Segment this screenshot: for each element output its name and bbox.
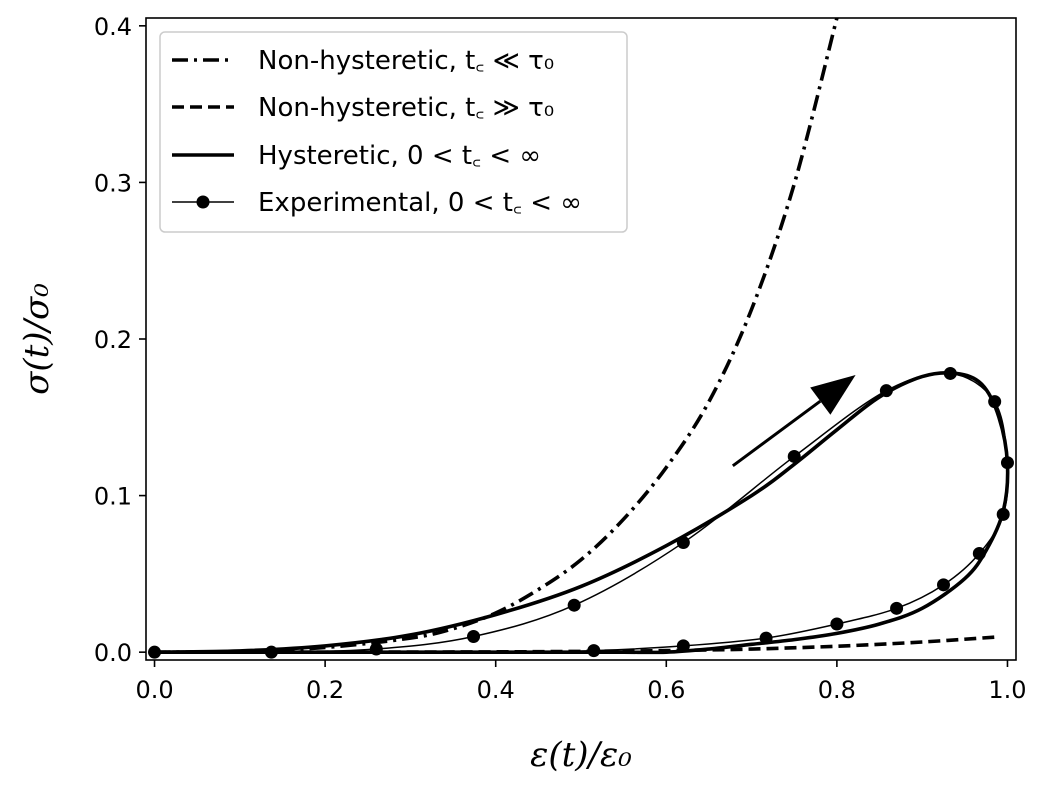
experimental-marker — [369, 642, 383, 656]
experimental-marker — [467, 630, 481, 644]
experimental-marker — [937, 578, 950, 592]
legend-label-dashed: Non-hysteretic, t꜀ ≫ τ₀ — [258, 93, 554, 123]
experimental-marker — [587, 644, 601, 658]
experimental-marker — [890, 601, 904, 615]
experimental-marker — [787, 449, 801, 463]
x-tick-label: 0.2 — [306, 676, 344, 704]
y-tick-label: 0.3 — [94, 169, 132, 197]
y-tick-label: 0.2 — [94, 326, 132, 354]
series-line-solid — [154, 371, 1010, 655]
experimental-marker — [676, 639, 690, 653]
x-tick-label: 0.0 — [135, 676, 173, 704]
legend-label-experimental: Experimental, 0 < t꜀ < ∞ — [258, 188, 582, 218]
experimental-marker — [148, 645, 162, 659]
y-tick-label: 0.0 — [94, 639, 132, 667]
x-axis-title: ε(t)/ε₀ — [530, 735, 632, 775]
experimental-marker — [264, 645, 278, 659]
experimental-marker — [972, 547, 986, 561]
x-tick-label: 1.0 — [988, 676, 1026, 704]
legend-sample-marker — [196, 195, 210, 209]
direction-arrow-head — [810, 375, 856, 415]
x-tick-label: 0.4 — [477, 676, 515, 704]
x-tick-label: 0.8 — [818, 676, 856, 704]
experimental-marker — [988, 395, 1002, 409]
direction-arrow-shaft — [731, 399, 822, 468]
experimental-marker — [830, 617, 844, 631]
experimental-marker — [759, 631, 773, 645]
legend-label-dashdot: Non-hysteretic, t꜀ ≪ τ₀ — [258, 46, 554, 76]
annotation-layer — [731, 375, 856, 468]
legend-label-solid: Hysteretic, 0 < t꜀ < ∞ — [258, 141, 541, 171]
experimental-marker — [1000, 456, 1014, 470]
experimental-marker — [567, 598, 581, 612]
y-axis-ticks: 0.0 0.1 0.2 0.3 0.4 — [94, 13, 146, 667]
experimental-marker — [943, 366, 957, 380]
experimental-marker — [996, 507, 1010, 521]
legend-box — [159, 31, 628, 233]
experimental-marker — [879, 384, 893, 398]
series-layer — [148, 18, 1014, 659]
legend: Non-hysteretic, t꜀ ≪ τ₀ Non-hysteretic, … — [159, 31, 628, 233]
y-tick-label: 0.4 — [94, 13, 132, 41]
series-line-dashdot — [154, 18, 839, 654]
experimental-marker — [676, 536, 690, 550]
y-axis-title: σ(t)/σ₀ — [17, 283, 57, 395]
x-tick-label: 0.6 — [647, 676, 685, 704]
y-tick-label: 0.1 — [94, 483, 132, 511]
series-line-solid-marker — [154, 372, 1009, 654]
x-axis-ticks: 0.0 0.2 0.4 0.6 0.8 1.0 — [135, 660, 1027, 704]
